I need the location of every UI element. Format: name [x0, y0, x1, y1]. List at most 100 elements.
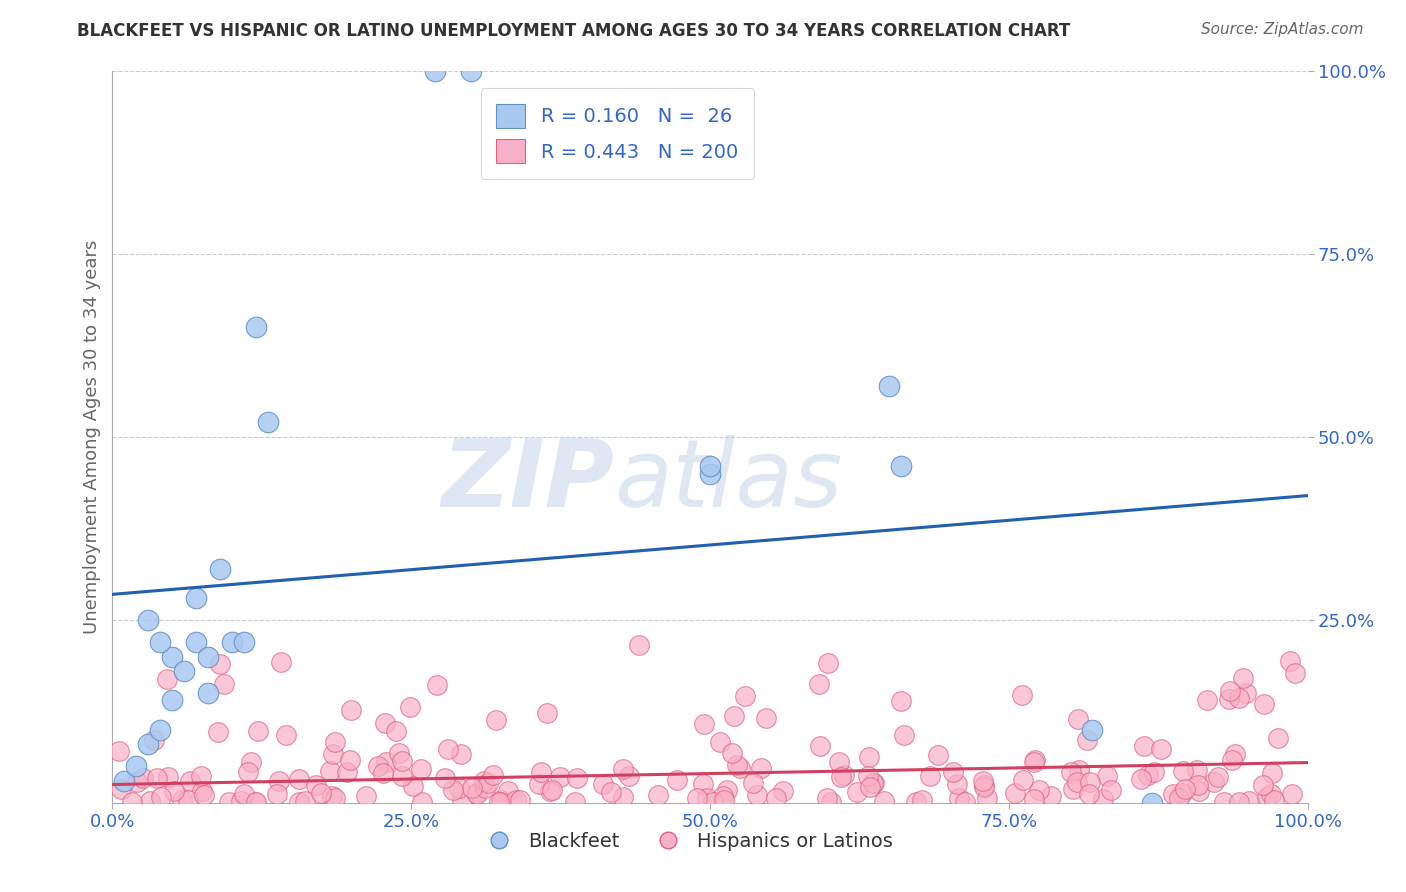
- Point: [749, 761, 772, 775]
- Point: [972, 773, 994, 788]
- Text: Source: ZipAtlas.com: Source: ZipAtlas.com: [1201, 22, 1364, 37]
- Point: [142, 732, 165, 747]
- Point: [477, 776, 499, 790]
- Point: [1237, 793, 1260, 807]
- Point: [138, 737, 160, 751]
- Point: [728, 761, 751, 775]
- Point: [236, 765, 259, 780]
- Point: [110, 781, 132, 796]
- Point: [121, 795, 143, 809]
- Point: [541, 783, 564, 797]
- Point: [239, 755, 262, 769]
- Point: [692, 777, 714, 791]
- Point: [699, 467, 721, 481]
- Point: [108, 744, 131, 758]
- Point: [505, 792, 527, 806]
- Point: [741, 775, 763, 789]
- Point: [1060, 764, 1083, 779]
- Point: [893, 728, 915, 742]
- Point: [450, 747, 472, 762]
- Point: [976, 791, 998, 805]
- Point: [1130, 772, 1153, 786]
- Point: [1195, 693, 1218, 707]
- Point: [1204, 775, 1226, 789]
- Point: [946, 777, 969, 791]
- Point: [1143, 765, 1166, 780]
- Point: [592, 777, 614, 791]
- Point: [548, 770, 571, 784]
- Point: [460, 64, 482, 78]
- Point: [373, 766, 395, 780]
- Point: [807, 677, 830, 691]
- Point: [1168, 791, 1191, 805]
- Point: [367, 759, 389, 773]
- Point: [1173, 764, 1195, 778]
- Point: [450, 793, 472, 807]
- Point: [772, 784, 794, 798]
- Point: [856, 769, 879, 783]
- Point: [325, 791, 347, 805]
- Point: [1220, 753, 1243, 767]
- Point: [472, 773, 495, 788]
- Point: [402, 780, 425, 794]
- Point: [713, 793, 735, 807]
- Point: [170, 793, 193, 807]
- Point: [1022, 792, 1045, 806]
- Point: [481, 768, 503, 782]
- Point: [1066, 775, 1088, 789]
- Point: [904, 795, 927, 809]
- Point: [162, 649, 183, 664]
- Point: [197, 649, 219, 664]
- Point: [1078, 787, 1101, 801]
- Point: [391, 754, 413, 768]
- Point: [247, 723, 270, 738]
- Point: [1260, 765, 1282, 780]
- Point: [190, 784, 212, 798]
- Point: [617, 769, 640, 783]
- Point: [973, 780, 995, 794]
- Point: [1039, 789, 1062, 803]
- Point: [1099, 783, 1122, 797]
- Point: [221, 635, 243, 649]
- Point: [725, 758, 748, 772]
- Point: [321, 789, 343, 803]
- Point: [564, 795, 586, 809]
- Point: [1004, 786, 1026, 800]
- Point: [538, 784, 561, 798]
- Point: [488, 795, 510, 809]
- Point: [149, 635, 172, 649]
- Point: [245, 795, 267, 809]
- Point: [257, 416, 280, 430]
- Point: [1279, 654, 1302, 668]
- Point: [374, 755, 396, 769]
- Point: [125, 759, 148, 773]
- Point: [820, 795, 842, 809]
- Point: [150, 790, 173, 805]
- Point: [536, 706, 558, 720]
- Point: [1236, 686, 1258, 700]
- Point: [1225, 747, 1247, 761]
- Point: [1028, 783, 1050, 797]
- Point: [388, 746, 411, 760]
- Point: [1174, 782, 1197, 797]
- Point: [627, 638, 650, 652]
- Point: [496, 783, 519, 797]
- Point: [1251, 779, 1274, 793]
- Point: [862, 776, 884, 790]
- Point: [830, 770, 852, 784]
- Point: [530, 764, 553, 779]
- Point: [859, 780, 882, 794]
- Point: [399, 700, 422, 714]
- Point: [1081, 723, 1104, 737]
- Point: [139, 794, 162, 808]
- Point: [269, 774, 291, 789]
- Point: [1284, 665, 1306, 680]
- Point: [1067, 763, 1090, 777]
- Point: [815, 791, 838, 805]
- Point: [1260, 787, 1282, 801]
- Point: [426, 678, 449, 692]
- Y-axis label: Unemployment Among Ages 30 to 34 years: Unemployment Among Ages 30 to 34 years: [83, 240, 101, 634]
- Point: [1142, 796, 1164, 810]
- Point: [1187, 778, 1209, 792]
- Point: [1062, 782, 1084, 797]
